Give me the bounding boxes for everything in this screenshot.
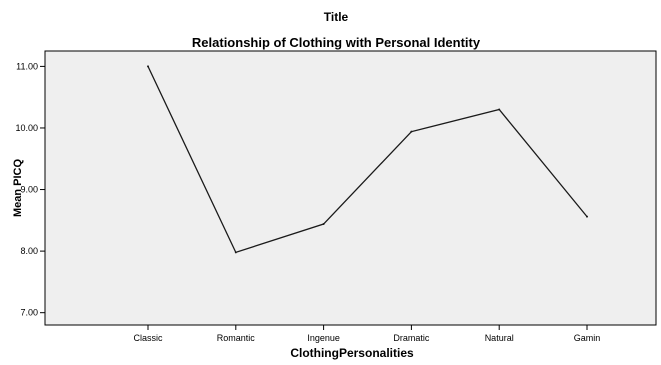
y-tick-label: 9.00 (20, 185, 38, 195)
y-tick-label: 7.00 (20, 308, 38, 318)
y-tick-label: 10.00 (15, 123, 38, 133)
x-tick-label: Dramatic (393, 333, 430, 343)
plot-area (44, 50, 657, 326)
data-points (147, 65, 588, 254)
y-axis-ticks: 7.00 8.00 9.00 10.00 11.00 (15, 61, 45, 318)
data-point (410, 130, 413, 133)
data-point (498, 108, 501, 111)
chart-title: Relationship of Clothing with Personal I… (192, 35, 481, 50)
series-line (147, 66, 588, 254)
y-tick-label: 11.00 (16, 61, 38, 71)
x-tick-label: Romantic (217, 333, 256, 343)
chart-heading: Title (324, 10, 349, 24)
x-tick-label: Natural (485, 333, 514, 343)
x-tick-label: Ingenue (307, 333, 340, 343)
data-point (147, 65, 149, 68)
x-tick-label: Classic (133, 333, 163, 343)
x-axis-ticks: Classic Romantic Ingenue Dramatic Natural Gam… (133, 325, 600, 343)
y-axis-label: Mean PICQ (12, 159, 24, 218)
data-point (322, 223, 325, 226)
x-tick-label: Gamin (574, 333, 601, 343)
y-tick-label: 8.00 (20, 246, 38, 256)
data-point (234, 251, 237, 254)
x-axis-label: ClothingPersonalities (290, 346, 414, 360)
data-point (586, 215, 588, 218)
